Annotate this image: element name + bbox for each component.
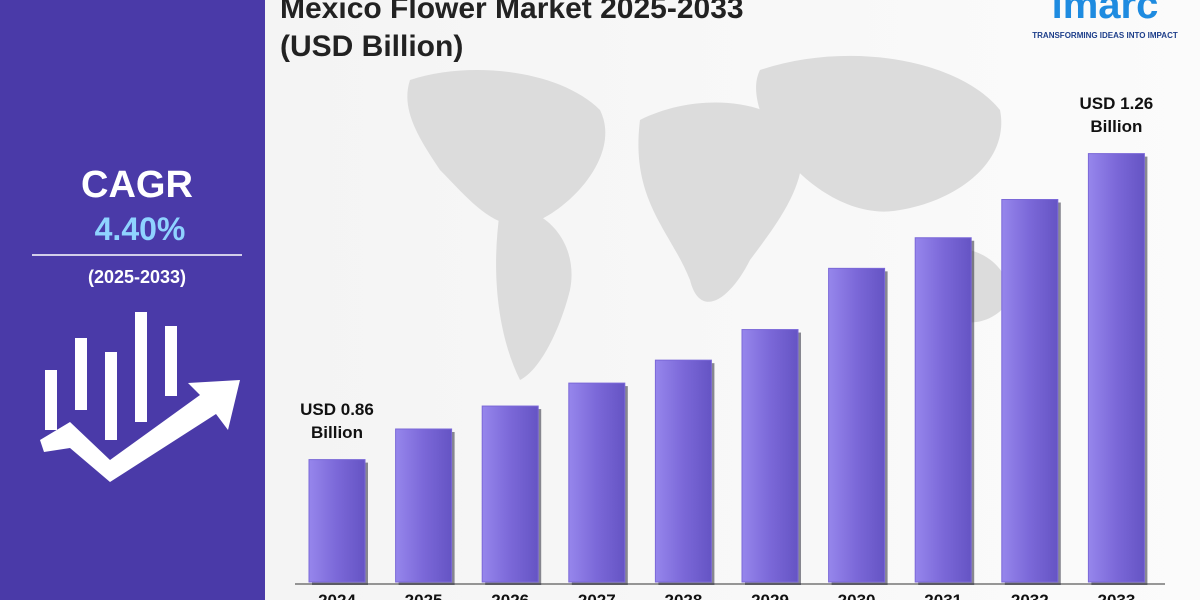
world-map xyxy=(407,55,1010,380)
x-tick-label: 2031 xyxy=(924,591,962,600)
bar xyxy=(481,405,539,583)
chart-subtitle: (USD Billion) xyxy=(280,30,463,63)
x-tick-label: 2027 xyxy=(578,591,616,600)
cagr-period: (2025-2033) xyxy=(88,267,186,287)
bar xyxy=(308,459,366,583)
x-tick-label: 2025 xyxy=(405,591,443,600)
x-tick-label: 2032 xyxy=(1011,591,1049,600)
x-tick-label: 2026 xyxy=(491,591,529,600)
bar xyxy=(828,267,886,583)
logo: imarc xyxy=(1052,0,1159,27)
bar xyxy=(914,237,972,583)
cagr-label: CAGR xyxy=(81,164,193,206)
cagr-value: 4.40% xyxy=(95,211,186,247)
x-tick-label: 2029 xyxy=(751,591,789,600)
value-label: USD 0.86 Billion xyxy=(300,399,374,442)
bar xyxy=(1001,199,1059,583)
logo-tagline: TRANSFORMING IDEAS INTO IMPACT xyxy=(1032,31,1178,40)
x-tick-label: 2030 xyxy=(838,591,876,600)
value-label: USD 1.26 Billion xyxy=(1079,93,1154,136)
bar xyxy=(654,359,712,583)
growth-icon xyxy=(40,312,240,482)
x-tick-label: 2028 xyxy=(664,591,702,600)
x-tick-label: 2024 xyxy=(318,591,356,600)
bar xyxy=(1087,153,1145,583)
x-tick-label: 2033 xyxy=(1097,591,1135,600)
bar xyxy=(568,382,626,583)
bar xyxy=(395,428,453,583)
chart-title: Mexico Flower Market 2025-2033 xyxy=(280,0,744,25)
bar xyxy=(741,329,799,583)
side-panel xyxy=(0,0,265,600)
